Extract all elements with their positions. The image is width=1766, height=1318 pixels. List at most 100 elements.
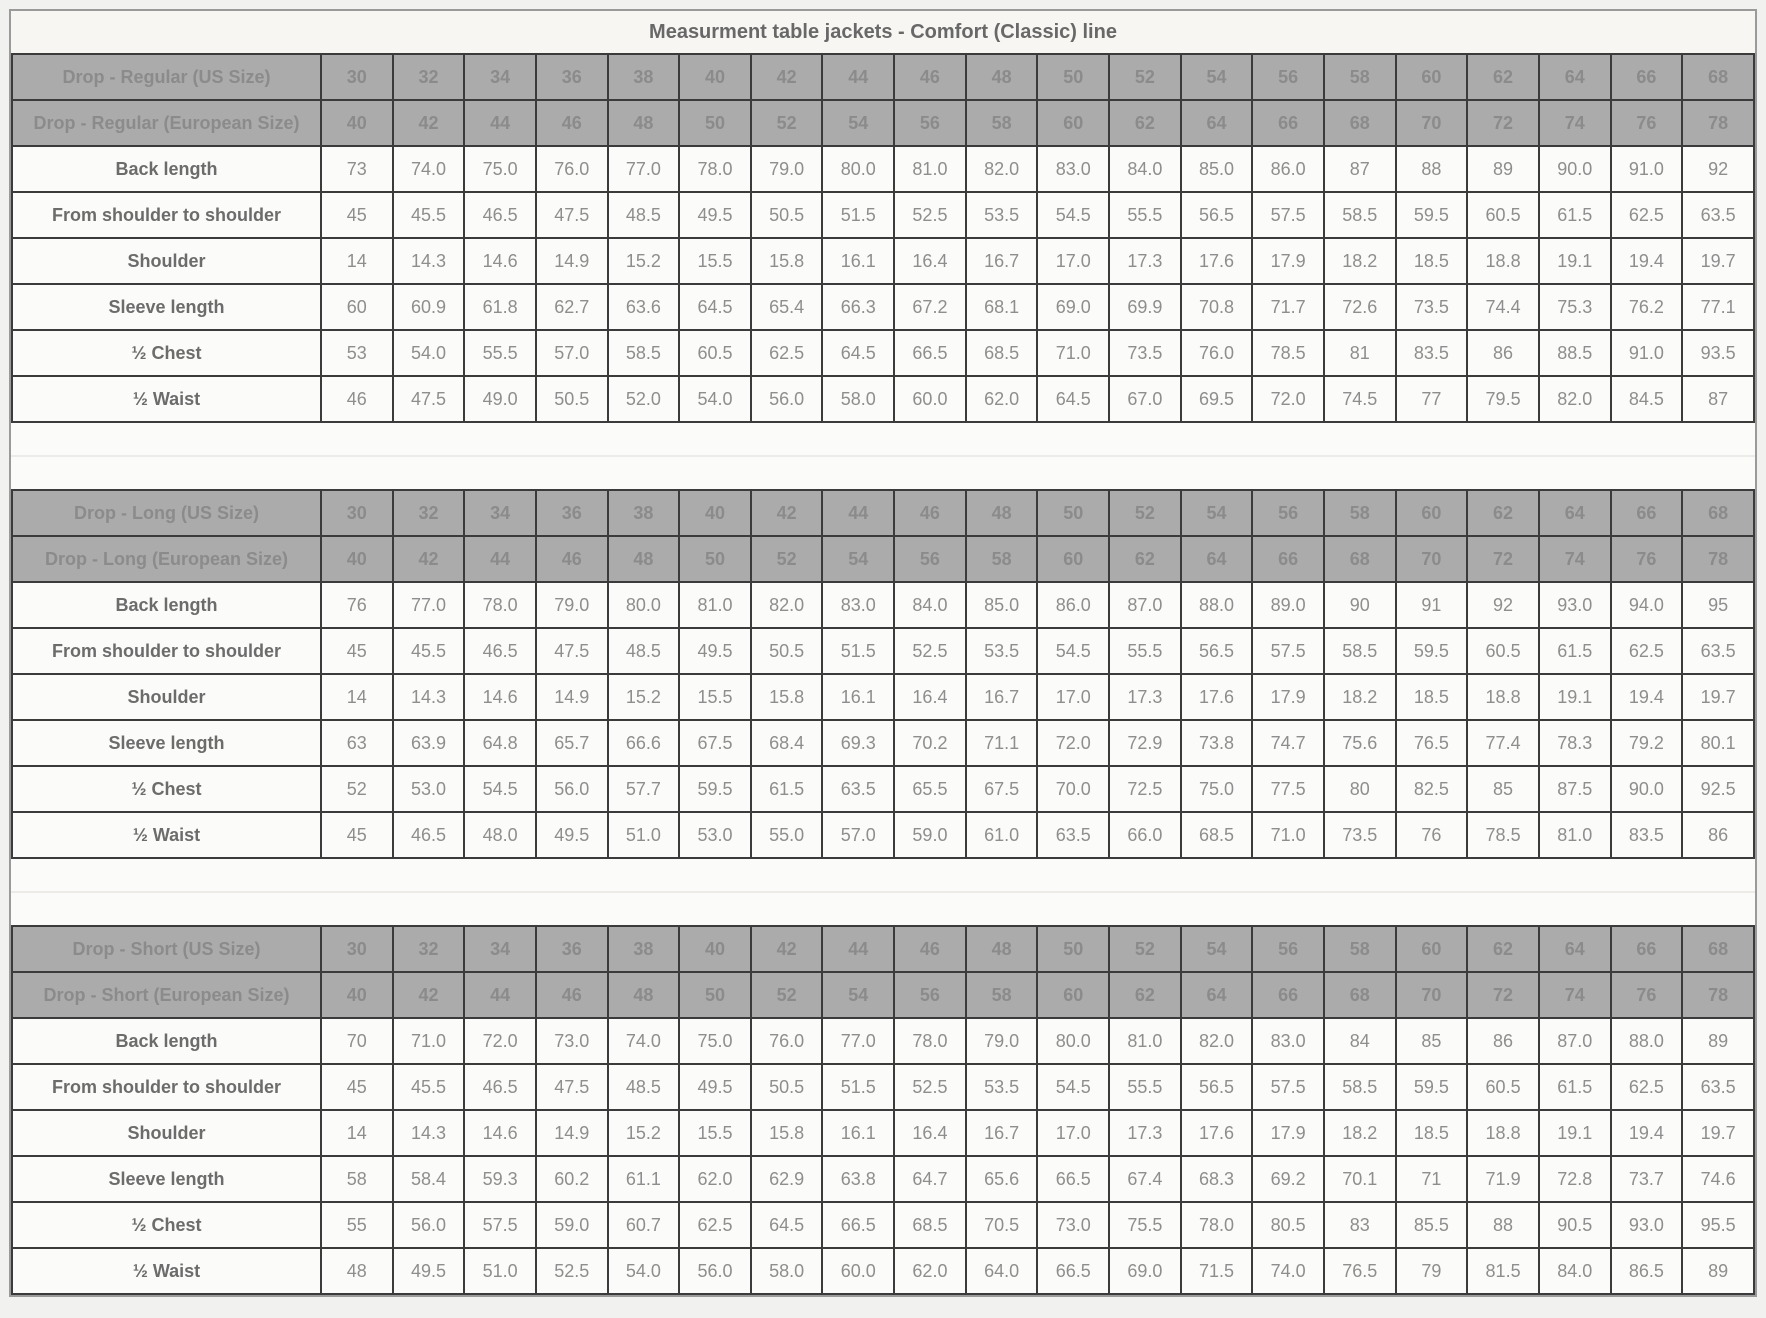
measurement-value-cell: 16.4 [893, 673, 967, 721]
measurement-value-cell: 19.1 [1537, 1109, 1612, 1157]
measurement-value-cell: 90.5 [1537, 1201, 1612, 1249]
measurement-value-cell: 75.6 [1322, 719, 1397, 767]
measurement-value-cell: 18.8 [1466, 1109, 1540, 1157]
measurement-value-cell: 90 [1322, 581, 1397, 629]
measurement-value-cell: 47.5 [391, 375, 466, 423]
measurement-value-cell: 14 [320, 673, 394, 721]
size-header-cell: 36 [534, 925, 609, 973]
measurement-value-cell: 48.5 [606, 627, 681, 675]
measurement-value-cell: 69.3 [821, 719, 896, 767]
size-header-cell: 56 [1251, 489, 1325, 537]
measurement-value-cell: 50.5 [749, 627, 824, 675]
measurement-value-cell: 61.0 [964, 811, 1039, 859]
measurement-value-cell: 77.4 [1466, 719, 1540, 767]
size-header-cell: 40 [320, 99, 394, 147]
measurement-value-cell: 71 [1394, 1155, 1469, 1203]
measurement-value-cell: 62.5 [1609, 627, 1684, 675]
measurement-value-cell: 58.0 [821, 375, 896, 423]
measurement-value-cell: 66.5 [1036, 1247, 1111, 1295]
measurement-value-cell: 66.3 [821, 283, 896, 331]
measurement-value-cell: 70.8 [1179, 283, 1254, 331]
measurement-value-cell: 47.5 [534, 1063, 609, 1111]
measurement-value-cell: 58.0 [749, 1247, 824, 1295]
size-header-cell: 46 [534, 99, 609, 147]
measurement-value-cell: 57.5 [1251, 627, 1325, 675]
measurement-value-cell: 50.5 [534, 375, 609, 423]
size-header-cell: 58 [1322, 489, 1397, 537]
size-table-regular: Drop - Regular (US Size) 30 32 34 36 38 40 42 44… [11, 53, 1755, 423]
measurement-value-cell: 58.4 [391, 1155, 466, 1203]
size-header-cell: 56 [893, 99, 967, 147]
measurement-value-cell: 49.5 [678, 627, 752, 675]
measurement-value-cell: 49.0 [463, 375, 537, 423]
measurement-value-cell: 60.0 [893, 375, 967, 423]
table-row: Sleeve length 58 58.4 59.3 60.2 61.1 62.0 62.9 6… [11, 1155, 1755, 1203]
measurement-value-cell: 19.7 [1681, 673, 1755, 721]
measurement-value-cell: 71.0 [1251, 811, 1325, 859]
measurement-value-cell: 77.0 [821, 1017, 896, 1065]
size-header-cell: 56 [893, 535, 967, 583]
size-header-cell: 78 [1681, 535, 1755, 583]
measurement-value-cell: 68.5 [1179, 811, 1254, 859]
measurement-value-cell: 89 [1681, 1247, 1755, 1295]
measurement-value-cell: 86 [1466, 329, 1540, 377]
measurement-value-cell: 17.3 [1108, 237, 1182, 285]
size-header-cell: 30 [320, 489, 394, 537]
measurement-value-cell: 53.0 [678, 811, 752, 859]
measurement-value-cell: 84 [1322, 1017, 1397, 1065]
measurement-value-cell: 83.0 [1251, 1017, 1325, 1065]
measurement-value-cell: 60.5 [1466, 191, 1540, 239]
size-header-cell: 66 [1609, 925, 1684, 973]
size-header-cell: 60 [1036, 535, 1111, 583]
size-header-cell: 74 [1537, 971, 1612, 1019]
measurement-label-cell: ½ Waist [11, 375, 322, 423]
measurement-value-cell: 63.8 [821, 1155, 896, 1203]
measurement-value-cell: 48.5 [606, 1063, 681, 1111]
measurement-value-cell: 14.3 [391, 237, 466, 285]
measurement-value-cell: 14.6 [463, 1109, 537, 1157]
size-header-cell: 46 [893, 489, 967, 537]
measurement-value-cell: 77.5 [1251, 765, 1325, 813]
measurement-value-cell: 73.5 [1108, 329, 1182, 377]
size-header-cell: 42 [391, 535, 466, 583]
measurement-value-cell: 18.2 [1322, 1109, 1397, 1157]
size-header-cell: 60 [1036, 971, 1111, 1019]
size-header-cell: 38 [606, 53, 681, 101]
measurement-value-cell: 78.5 [1466, 811, 1540, 859]
table-row: Drop - Long (US Size) 30 32 34 36 38 40 42 44 46 4… [11, 489, 1755, 537]
measurement-label-cell: ½ Chest [11, 1201, 322, 1249]
size-header-cell: 54 [821, 99, 896, 147]
measurement-value-cell: 64.7 [893, 1155, 967, 1203]
measurement-value-cell: 79.0 [534, 581, 609, 629]
measurement-value-cell: 15.5 [678, 673, 752, 721]
measurement-value-cell: 69.5 [1179, 375, 1254, 423]
measurement-value-cell: 83.0 [821, 581, 896, 629]
measurement-value-cell: 46.5 [463, 1063, 537, 1111]
measurement-value-cell: 82.0 [1537, 375, 1612, 423]
measurement-label-cell: ½ Chest [11, 765, 322, 813]
measurement-value-cell: 78.5 [1251, 329, 1325, 377]
measurement-value-cell: 69.0 [1036, 283, 1111, 331]
size-header-cell: 46 [534, 535, 609, 583]
measurement-value-cell: 63.6 [606, 283, 681, 331]
measurement-label-cell: Back length [11, 581, 322, 629]
measurement-value-cell: 53.5 [964, 191, 1039, 239]
measurement-label-cell: Sleeve length [11, 719, 322, 767]
measurement-value-cell: 63.5 [1681, 627, 1755, 675]
size-header-cell: 50 [678, 535, 752, 583]
measurement-value-cell: 71.9 [1466, 1155, 1540, 1203]
size-header-cell: 52 [1108, 925, 1182, 973]
measurement-value-cell: 15.8 [749, 1109, 824, 1157]
measurement-value-cell: 58.5 [606, 329, 681, 377]
measurement-value-cell: 68.1 [964, 283, 1039, 331]
measurement-value-cell: 17.0 [1036, 1109, 1111, 1157]
measurement-value-cell: 84.0 [1537, 1247, 1612, 1295]
size-header-cell: 64 [1179, 535, 1254, 583]
measurement-value-cell: 74.4 [1466, 283, 1540, 331]
measurement-value-cell: 79.0 [964, 1017, 1039, 1065]
size-header-cell: 58 [964, 971, 1039, 1019]
measurement-value-cell: 54.5 [1036, 1063, 1111, 1111]
measurement-value-cell: 70.0 [1036, 765, 1111, 813]
measurement-value-cell: 17.3 [1108, 1109, 1182, 1157]
measurement-value-cell: 16.4 [893, 237, 967, 285]
